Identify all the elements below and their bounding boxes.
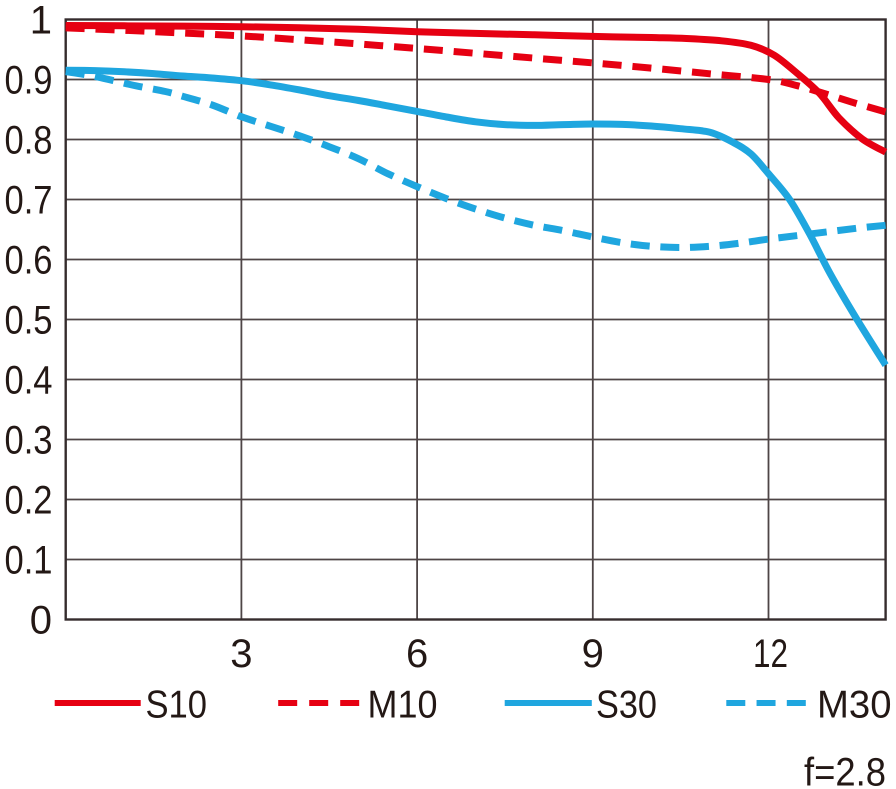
svg-text:S30: S30 bbox=[596, 684, 657, 727]
svg-text:9: 9 bbox=[582, 632, 604, 676]
svg-text:0.1: 0.1 bbox=[5, 538, 53, 582]
svg-text:0: 0 bbox=[30, 599, 52, 643]
svg-text:M10: M10 bbox=[368, 684, 438, 727]
svg-text:6: 6 bbox=[406, 632, 428, 676]
svg-text:f=2.8: f=2.8 bbox=[804, 751, 886, 789]
svg-text:M30: M30 bbox=[817, 684, 892, 727]
svg-text:0.9: 0.9 bbox=[5, 58, 53, 102]
svg-text:S10: S10 bbox=[146, 684, 208, 727]
svg-text:0.8: 0.8 bbox=[5, 118, 53, 162]
svg-text:0.5: 0.5 bbox=[5, 298, 53, 342]
svg-text:3: 3 bbox=[230, 632, 252, 676]
svg-text:0.7: 0.7 bbox=[5, 178, 53, 222]
svg-text:0.4: 0.4 bbox=[5, 358, 53, 402]
svg-text:1: 1 bbox=[30, 0, 52, 43]
svg-text:0.6: 0.6 bbox=[5, 238, 53, 282]
svg-text:0.3: 0.3 bbox=[5, 418, 53, 462]
svg-text:0.2: 0.2 bbox=[5, 478, 53, 522]
svg-text:12: 12 bbox=[753, 632, 788, 676]
